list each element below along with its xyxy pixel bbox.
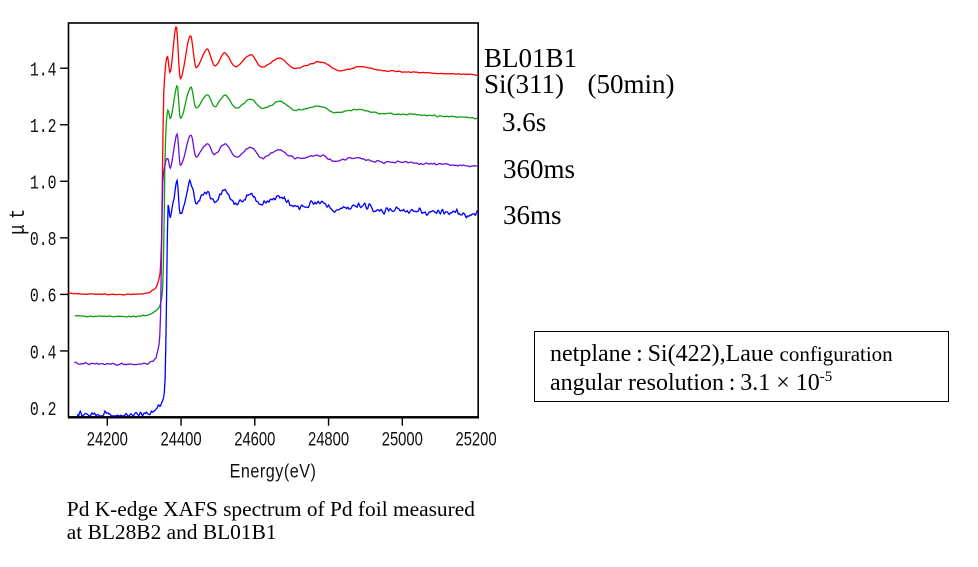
svg-text:1.2: 1.2 [30,118,57,139]
svg-text:25000: 25000 [382,429,423,450]
svg-text:1.4: 1.4 [30,61,57,82]
svg-text:24400: 24400 [160,429,201,450]
svg-text:24200: 24200 [87,429,128,450]
svg-text:1.0: 1.0 [30,174,57,195]
svg-text:0.4: 0.4 [30,344,57,365]
svg-text:0.6: 0.6 [30,287,57,308]
svg-text:Energy(eV): Energy(eV) [230,460,317,482]
svg-text:24600: 24600 [234,429,275,450]
svg-text:μt: μt [6,203,31,235]
svg-text:24800: 24800 [308,429,349,450]
svg-text:25200: 25200 [455,429,496,450]
svg-text:0.8: 0.8 [30,231,57,252]
svg-text:0.2: 0.2 [30,400,57,421]
